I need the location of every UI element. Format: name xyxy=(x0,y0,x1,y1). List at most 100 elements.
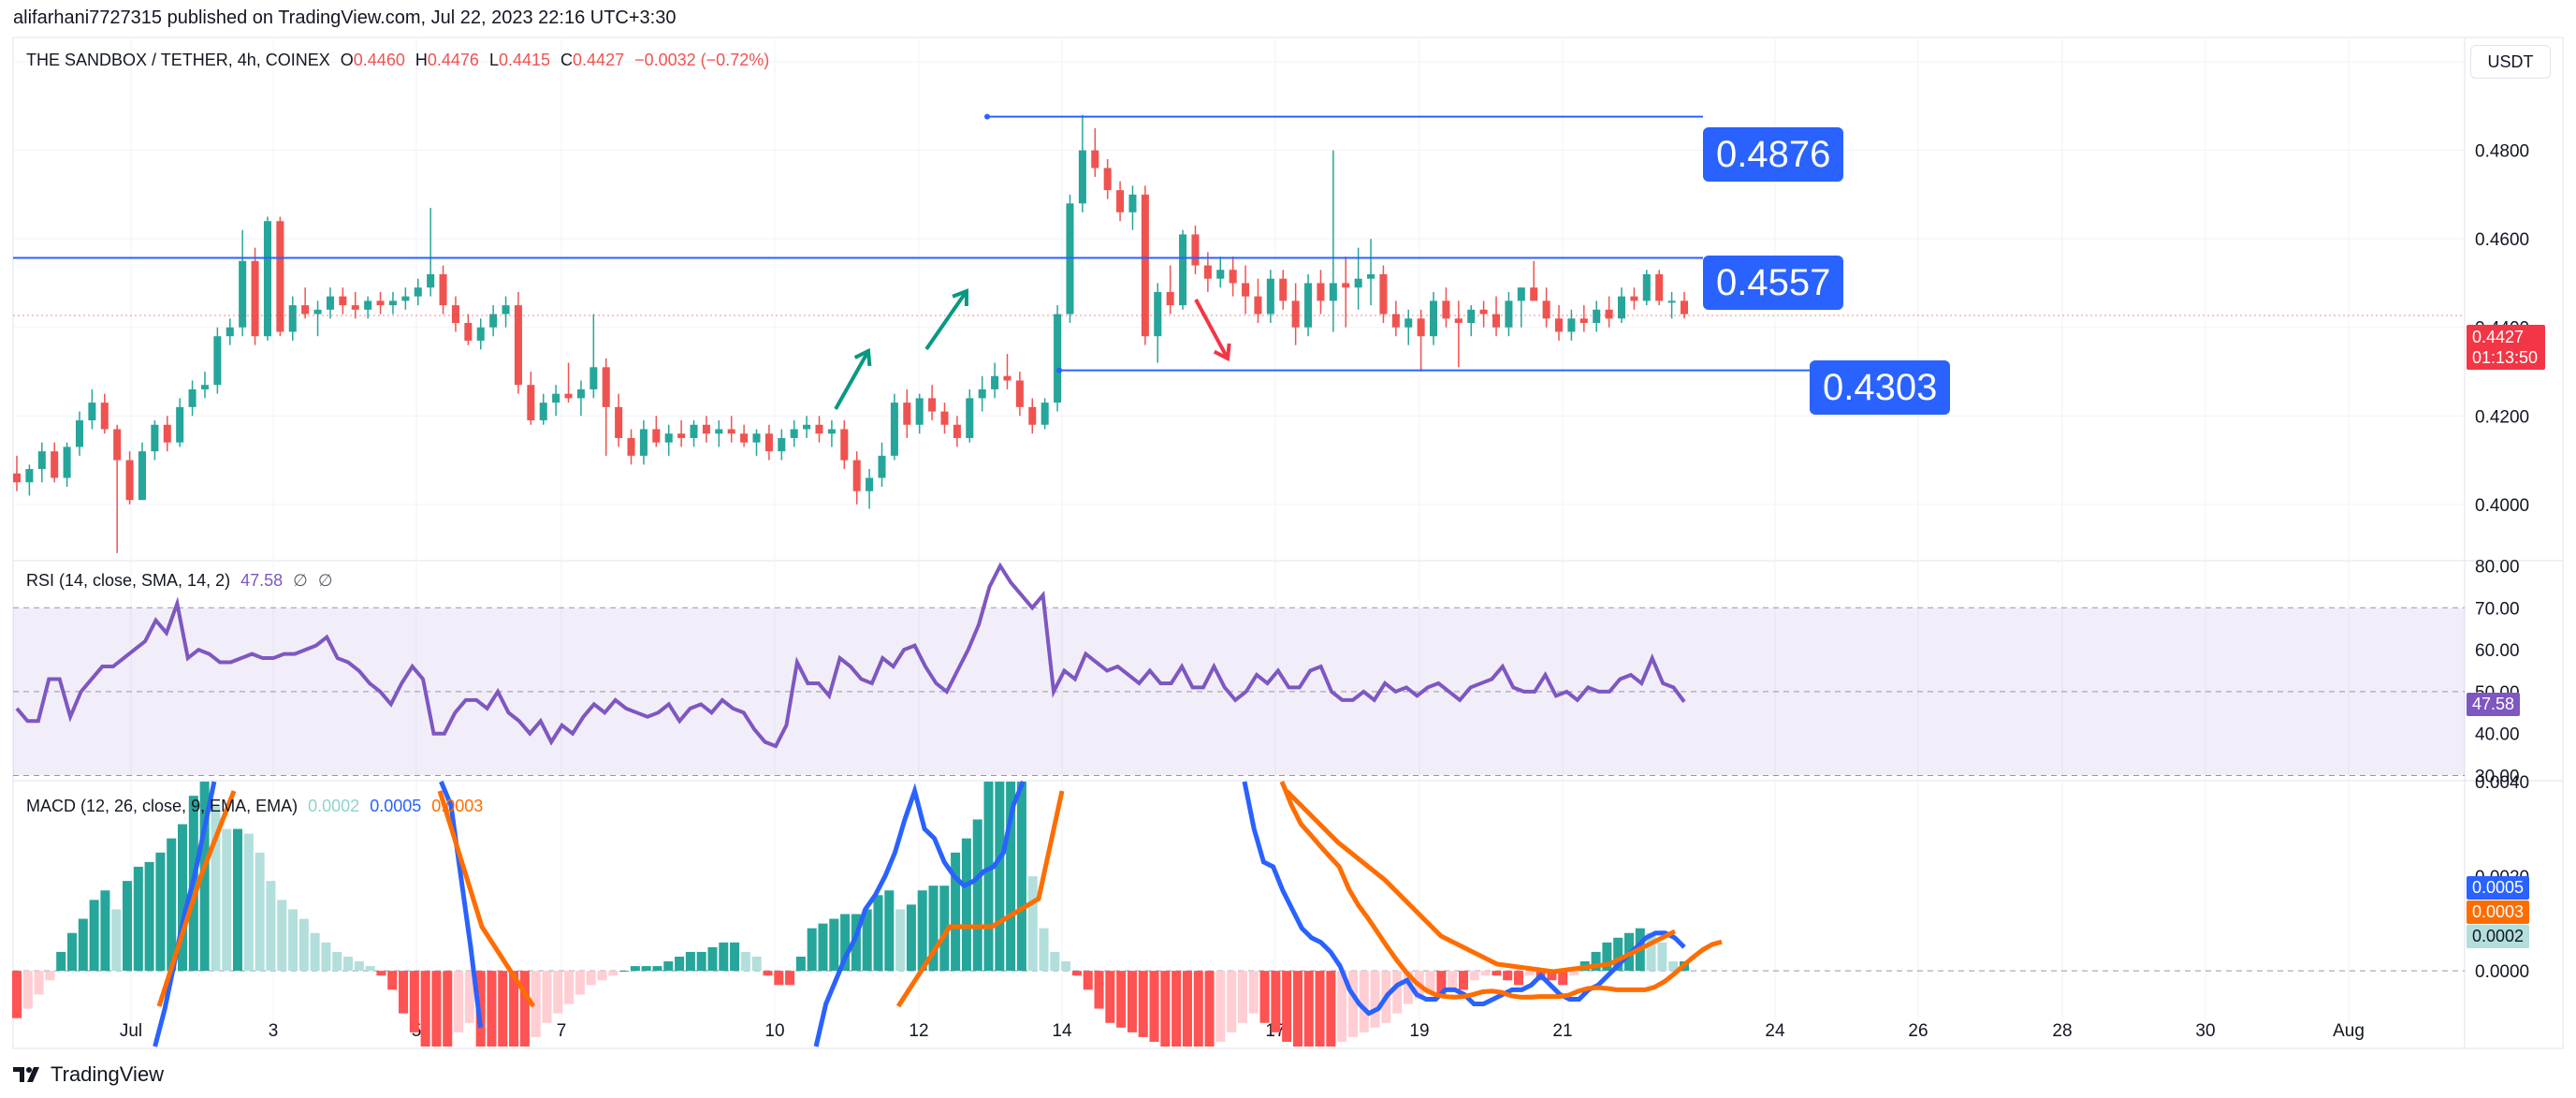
candle-body xyxy=(576,388,585,399)
macd-histogram-bar xyxy=(597,971,607,981)
candle-body xyxy=(427,273,435,288)
macd-histogram-bar xyxy=(1138,971,1148,1037)
macd-hist-value: 0.0002 xyxy=(308,797,360,815)
candle-body xyxy=(966,398,974,438)
macd-histogram-bar xyxy=(343,956,354,972)
hist-axis-tag: 0.0002 xyxy=(2467,925,2530,948)
macd-histogram-bar xyxy=(895,909,906,972)
trend-arrow-up-1-head xyxy=(853,347,872,367)
macd-histogram-bar xyxy=(100,890,110,972)
time-tick-label: 21 xyxy=(1552,1021,1572,1041)
macd-histogram-bar xyxy=(376,971,386,976)
candle-body xyxy=(1417,318,1425,337)
candle-body xyxy=(639,429,648,456)
macd-histogram-bar xyxy=(763,971,773,976)
candle-body xyxy=(602,367,610,407)
level-label-mid[interactable]: 0.4557 xyxy=(1703,256,1844,310)
macd-legend[interactable]: MACD (12, 26, close, 9, EMA, EMA) 0.0002… xyxy=(26,797,488,816)
macd-histogram-bar xyxy=(884,890,895,972)
candle-body xyxy=(364,300,372,310)
macd-histogram-bar xyxy=(332,951,342,972)
candle-body xyxy=(615,406,623,438)
macd-histogram-bar xyxy=(409,971,419,1032)
macd-histogram-bar xyxy=(66,932,78,972)
macd-histogram-bar xyxy=(1215,971,1226,1042)
high-value: 0.4476 xyxy=(427,51,479,69)
candle-body xyxy=(840,429,849,461)
level-label-top[interactable]: 0.4876 xyxy=(1703,127,1844,182)
candle-body xyxy=(75,420,84,447)
candle-body xyxy=(1567,318,1576,332)
macd-histogram-bar xyxy=(89,900,99,972)
candle-body xyxy=(1655,273,1664,301)
candle-body xyxy=(100,403,109,430)
open-label: O xyxy=(340,51,354,69)
close-value: 0.4427 xyxy=(573,51,625,69)
trend-arrow-up-2-head xyxy=(952,288,969,307)
macd-histogram-bar xyxy=(1370,971,1380,1028)
chart-border xyxy=(12,37,2564,1049)
macd-histogram-bar xyxy=(1315,971,1325,1047)
rsi-axis-tag: 47.58 xyxy=(2467,693,2521,716)
macd-histogram-bar xyxy=(972,819,982,972)
candle-body xyxy=(589,367,598,389)
rsi-tick-label: 40.00 xyxy=(2475,725,2520,745)
macd-histogram-bar xyxy=(144,861,154,972)
candle-body xyxy=(890,403,898,456)
candle-body xyxy=(1579,318,1588,324)
macd-histogram-bar xyxy=(443,971,453,1047)
macd-histogram-bar xyxy=(519,971,530,1047)
rsi-legend[interactable]: RSI (14, close, SMA, 14, 2) 47.58 ∅ ∅ xyxy=(26,571,339,591)
macd-histogram-bar xyxy=(464,971,474,1023)
symbol-name[interactable]: THE SANDBOX / TETHER, 4h, COINEX xyxy=(26,51,330,69)
footer-brand[interactable]: TradingView xyxy=(13,1062,164,1087)
candle-body xyxy=(489,314,498,328)
macd-histogram-bar xyxy=(751,956,762,972)
candle-body xyxy=(313,309,322,315)
trend-arrow-down-shaft xyxy=(1194,299,1230,359)
macd-histogram-bar xyxy=(983,782,994,972)
macd-histogram-bar xyxy=(1613,937,1623,972)
rsi-tick-label: 70.00 xyxy=(2475,599,2520,619)
candle-body xyxy=(1242,283,1250,297)
macd-tick-label: 0.0040 xyxy=(2475,773,2529,793)
macd-histogram-bar xyxy=(1458,971,1468,990)
macd-histogram-bar xyxy=(586,971,596,986)
macd-histogram-bar xyxy=(862,909,872,972)
candle-body xyxy=(715,429,723,434)
macd-histogram-bar xyxy=(663,961,674,972)
candle-body xyxy=(1517,287,1525,301)
rsi-extra-2: ∅ xyxy=(317,571,333,590)
macd-histogram-bar xyxy=(255,852,265,972)
macd-histogram-bar xyxy=(211,805,221,972)
macd-histogram-bar xyxy=(509,971,519,1047)
macd-histogram-bar xyxy=(951,852,961,972)
candle-body xyxy=(1091,150,1099,168)
macd-histogram-bar xyxy=(1227,971,1237,1032)
candle-body xyxy=(664,433,673,443)
candle-body xyxy=(1291,300,1300,328)
candle-body xyxy=(1015,380,1024,407)
candle-body xyxy=(1203,265,1212,279)
time-tick-label: 14 xyxy=(1052,1021,1072,1041)
candle-body xyxy=(815,424,823,434)
candle-body xyxy=(1617,296,1626,319)
macd-histogram-bar xyxy=(1105,971,1115,1023)
candle-body xyxy=(903,403,911,425)
candle-body xyxy=(1141,194,1149,337)
macd-signal-value: 0.0003 xyxy=(431,797,484,815)
rsi-tick-label: 80.00 xyxy=(2475,557,2520,577)
signal-line-rise xyxy=(895,790,1065,1008)
candle-body xyxy=(113,429,122,461)
macd-line xyxy=(153,781,217,1047)
candle-body xyxy=(1279,278,1288,301)
macd-histogram-bar xyxy=(1050,951,1060,972)
macd-line xyxy=(439,781,484,1029)
currency-button[interactable]: USDT xyxy=(2470,45,2551,79)
level-label-low[interactable]: 0.4303 xyxy=(1810,360,1951,415)
macd-histogram-bar xyxy=(1061,961,1071,972)
candle-body xyxy=(915,398,924,425)
candle-body xyxy=(740,433,749,443)
candle-body xyxy=(803,424,811,430)
